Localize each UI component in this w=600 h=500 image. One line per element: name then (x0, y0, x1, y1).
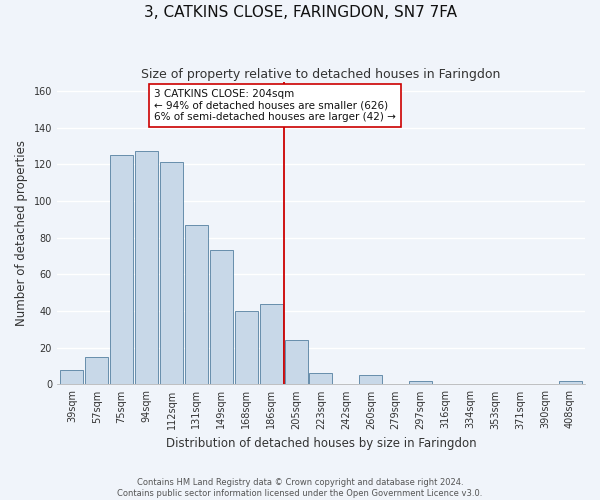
Text: 3, CATKINS CLOSE, FARINGDON, SN7 7FA: 3, CATKINS CLOSE, FARINGDON, SN7 7FA (143, 5, 457, 20)
Bar (235, 311, 257, 384)
Text: 3 CATKINS CLOSE: 204sqm
← 94% of detached houses are smaller (626)
6% of semi-de: 3 CATKINS CLOSE: 204sqm ← 94% of detache… (154, 89, 396, 122)
Bar (135, 152, 158, 384)
Bar (260, 304, 283, 384)
Bar (210, 250, 233, 384)
Bar (160, 162, 183, 384)
Bar (310, 374, 332, 384)
Bar (284, 340, 308, 384)
Bar (409, 381, 432, 384)
X-axis label: Distribution of detached houses by size in Faringdon: Distribution of detached houses by size … (166, 437, 476, 450)
Bar (85, 357, 108, 384)
Y-axis label: Number of detached properties: Number of detached properties (15, 140, 28, 326)
Text: Contains HM Land Registry data © Crown copyright and database right 2024.
Contai: Contains HM Land Registry data © Crown c… (118, 478, 482, 498)
Bar (359, 376, 382, 384)
Bar (61, 370, 83, 384)
Bar (559, 381, 581, 384)
Bar (110, 155, 133, 384)
Bar (185, 225, 208, 384)
Title: Size of property relative to detached houses in Faringdon: Size of property relative to detached ho… (141, 68, 500, 80)
